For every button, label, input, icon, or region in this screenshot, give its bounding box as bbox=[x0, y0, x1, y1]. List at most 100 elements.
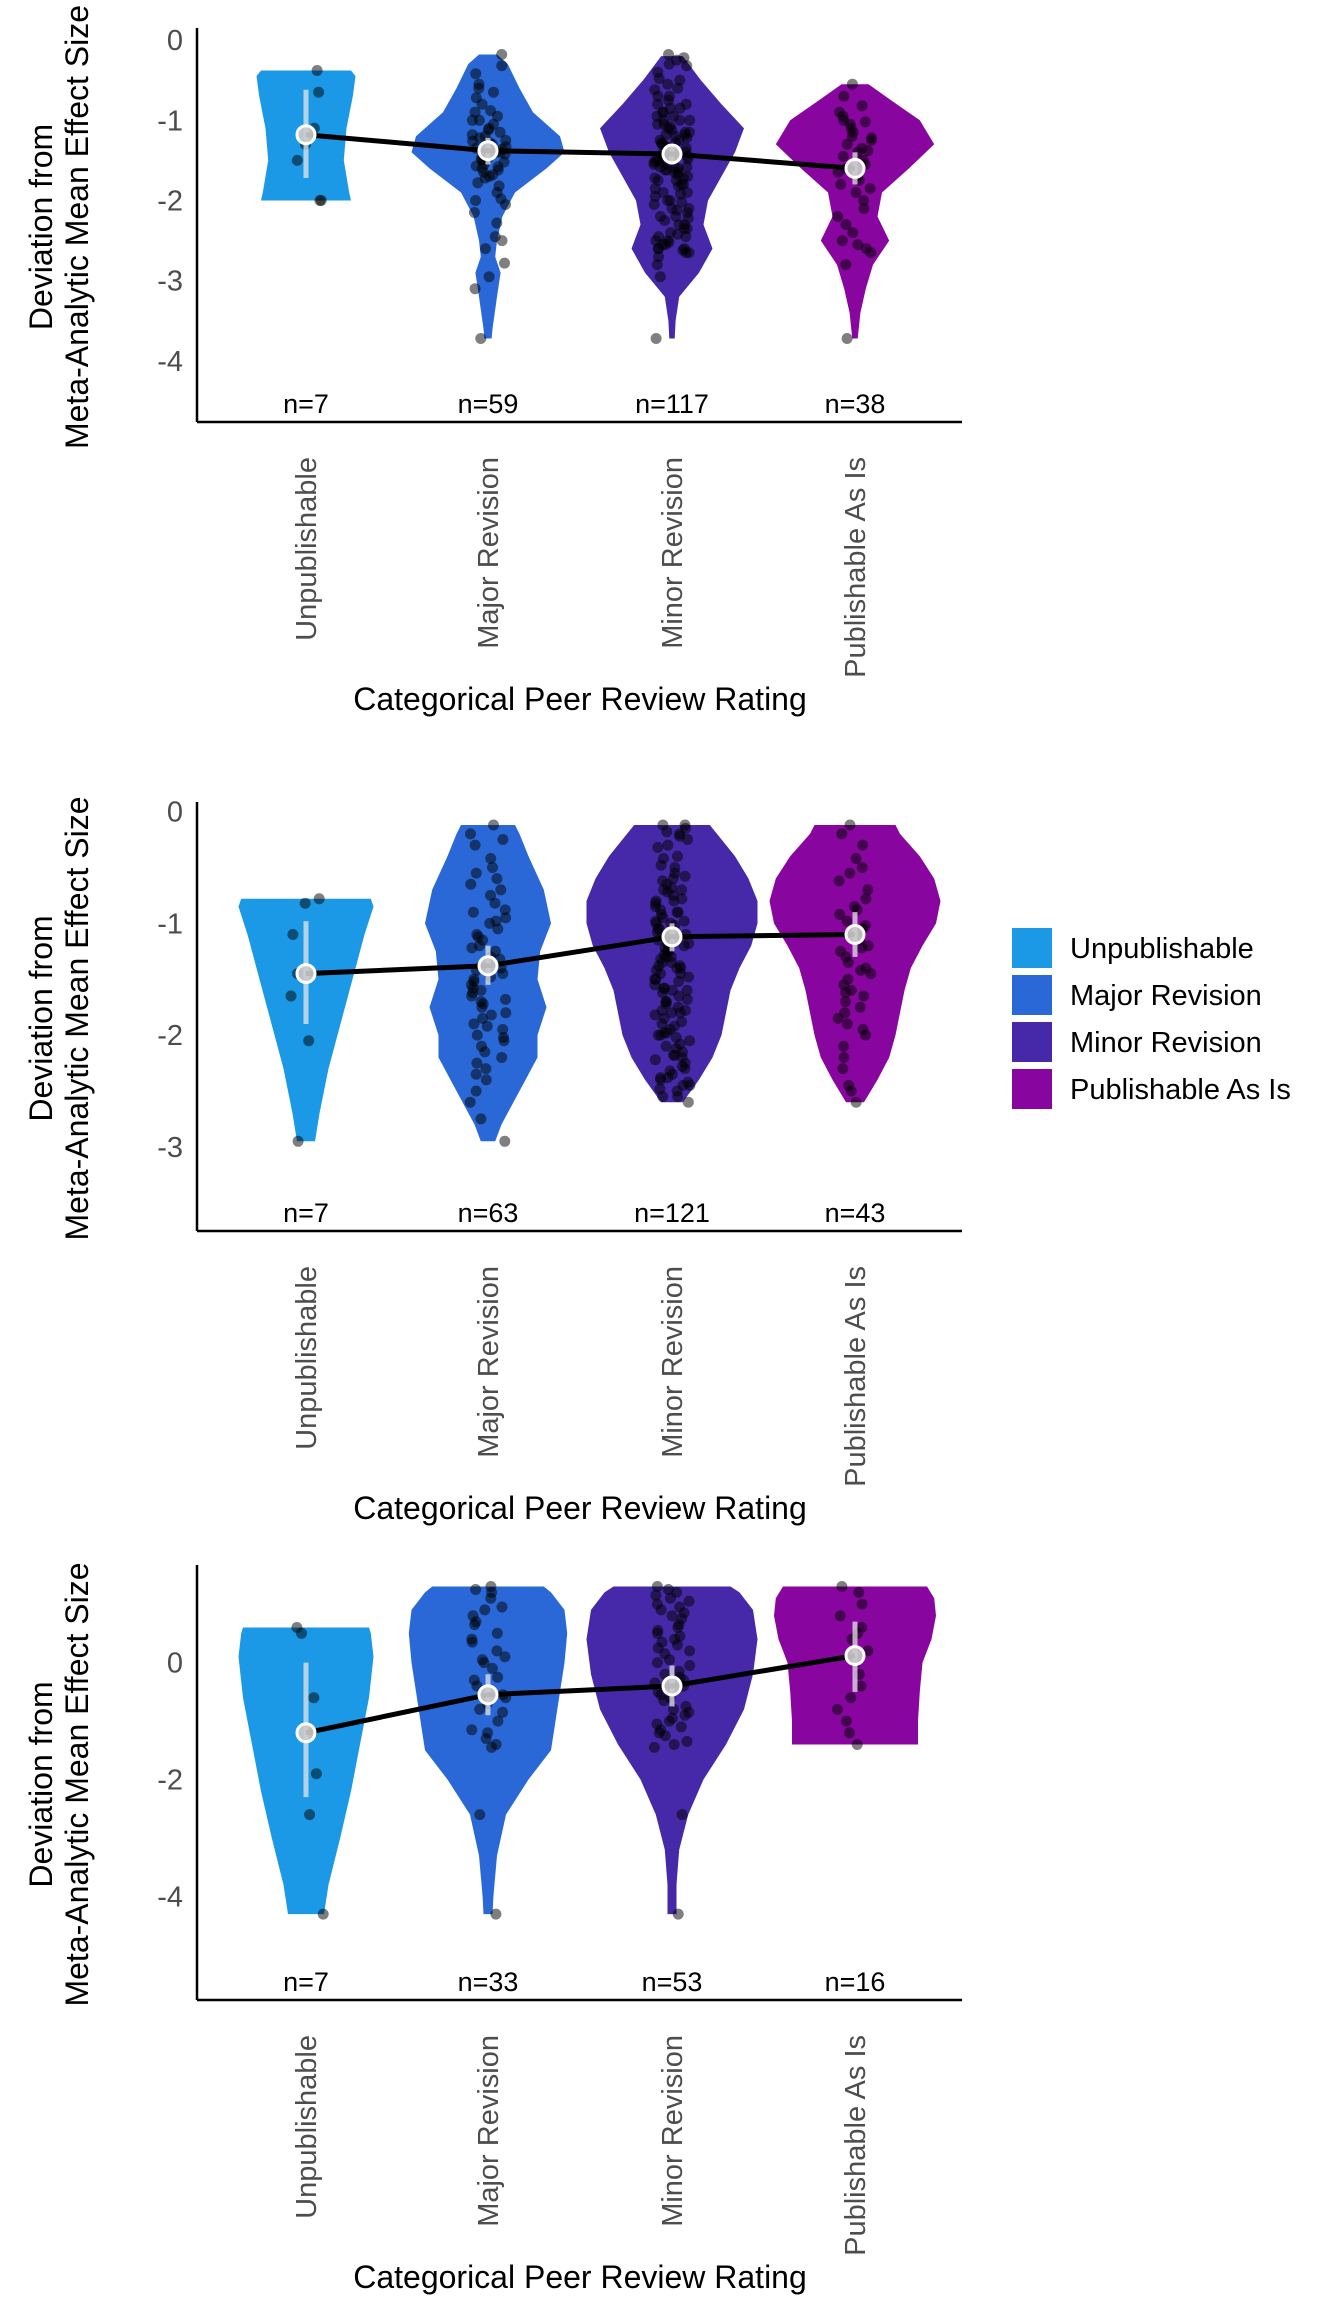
data-point bbox=[866, 132, 877, 144]
data-point bbox=[684, 1035, 696, 1047]
violin-publishable-as-is bbox=[769, 825, 941, 1103]
n-label: n=59 bbox=[458, 389, 519, 419]
data-point bbox=[663, 236, 675, 248]
data-point bbox=[672, 1091, 684, 1103]
data-point bbox=[303, 1035, 315, 1047]
data-point bbox=[666, 957, 678, 968]
data-point bbox=[674, 830, 686, 842]
data-point bbox=[655, 1029, 667, 1041]
data-point bbox=[650, 1589, 662, 1601]
data-point bbox=[469, 839, 481, 851]
data-point bbox=[865, 968, 877, 980]
data-point bbox=[666, 882, 678, 894]
data-point bbox=[313, 893, 325, 905]
data-point bbox=[860, 1029, 872, 1041]
data-point bbox=[841, 1018, 853, 1030]
data-point bbox=[683, 971, 694, 983]
data-point bbox=[466, 942, 478, 954]
data-point bbox=[652, 841, 664, 853]
data-point bbox=[470, 1584, 482, 1595]
data-point bbox=[858, 990, 870, 1002]
data-point bbox=[860, 893, 872, 905]
data-point bbox=[676, 1060, 688, 1072]
mean-trend-line bbox=[305, 1653, 856, 1736]
legend-swatch-minor-revision bbox=[1012, 1022, 1052, 1062]
data-point bbox=[480, 1074, 492, 1086]
data-point bbox=[491, 873, 503, 885]
data-point bbox=[475, 1113, 487, 1125]
y-tick-label: -3 bbox=[157, 266, 183, 298]
x-axis-title: Categorical Peer Review Rating bbox=[353, 2259, 807, 2295]
data-point bbox=[862, 145, 874, 157]
data-point bbox=[862, 884, 874, 896]
data-point bbox=[666, 1610, 678, 1622]
data-point bbox=[475, 333, 487, 344]
data-point bbox=[676, 1809, 688, 1821]
data-point bbox=[841, 333, 853, 344]
data-point bbox=[672, 1622, 684, 1633]
data-point bbox=[834, 908, 846, 920]
violin-minor-revision bbox=[586, 1586, 758, 1915]
mean-marker bbox=[477, 955, 499, 977]
mean-marker bbox=[844, 1645, 866, 1667]
y-tick-label: -2 bbox=[157, 185, 183, 217]
data-point bbox=[472, 177, 484, 189]
data-point bbox=[850, 187, 862, 198]
data-point bbox=[851, 1739, 863, 1750]
data-point bbox=[467, 135, 479, 147]
data-point bbox=[684, 1660, 696, 1671]
data-point bbox=[659, 164, 671, 176]
data-point bbox=[842, 957, 854, 968]
legend: Unpublishable Major Revision Minor Revisio… bbox=[1012, 928, 1291, 1109]
data-point bbox=[464, 1096, 476, 1108]
data-point bbox=[846, 130, 858, 142]
mean-marker bbox=[844, 924, 866, 945]
n-label: n=117 bbox=[635, 389, 709, 419]
data-point bbox=[853, 1586, 865, 1598]
violin-major-revision bbox=[411, 54, 565, 339]
data-point bbox=[474, 1809, 486, 1821]
data-point bbox=[679, 1709, 691, 1721]
data-point bbox=[296, 1627, 307, 1639]
mean-marker bbox=[295, 124, 317, 146]
data-point bbox=[664, 1654, 675, 1666]
data-point bbox=[480, 243, 491, 255]
data-point bbox=[497, 968, 509, 980]
data-point bbox=[660, 996, 672, 1008]
data-point bbox=[492, 923, 504, 935]
n-label: n=121 bbox=[634, 1198, 710, 1228]
data-point bbox=[655, 968, 667, 980]
data-point bbox=[496, 235, 508, 247]
data-point bbox=[465, 828, 476, 840]
data-point bbox=[840, 219, 852, 231]
data-point bbox=[500, 1007, 512, 1019]
data-point bbox=[468, 207, 480, 218]
y-axis-title-line: Meta-Analytic Mean Effect Size bbox=[59, 1562, 95, 2006]
mean-marker bbox=[844, 157, 866, 179]
data-point bbox=[681, 161, 693, 173]
data-point bbox=[832, 211, 844, 222]
data-point bbox=[489, 897, 501, 909]
data-point bbox=[672, 228, 684, 240]
data-point bbox=[667, 873, 679, 885]
data-point bbox=[311, 65, 323, 76]
data-point bbox=[491, 1627, 503, 1639]
data-point bbox=[484, 917, 496, 929]
data-point bbox=[495, 884, 507, 896]
data-point bbox=[858, 195, 870, 206]
data-point bbox=[855, 1680, 867, 1692]
data-point bbox=[468, 1018, 480, 1030]
mean-marker bbox=[295, 963, 317, 985]
data-point bbox=[663, 58, 675, 70]
y-axis-title-line: Meta-Analytic Mean Effect Size bbox=[59, 5, 95, 449]
data-point bbox=[650, 333, 662, 344]
data-point bbox=[467, 906, 479, 918]
data-point bbox=[653, 243, 664, 255]
data-point bbox=[654, 1083, 666, 1095]
data-point bbox=[668, 1739, 680, 1750]
data-point bbox=[314, 195, 326, 206]
data-point bbox=[471, 1057, 483, 1069]
y-tick-label: -3 bbox=[157, 1132, 183, 1164]
y-axis-title-line: Deviation from bbox=[23, 915, 59, 1121]
